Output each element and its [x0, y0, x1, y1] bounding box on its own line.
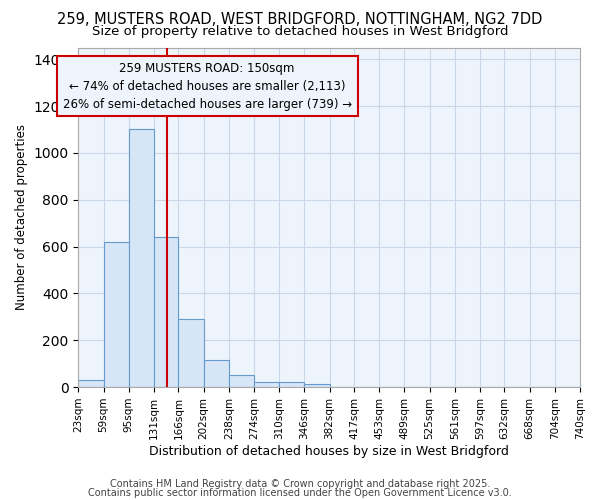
Text: 259, MUSTERS ROAD, WEST BRIDGFORD, NOTTINGHAM, NG2 7DD: 259, MUSTERS ROAD, WEST BRIDGFORD, NOTTI…	[58, 12, 542, 28]
Bar	[304, 384, 329, 387]
Y-axis label: Number of detached properties: Number of detached properties	[15, 124, 28, 310]
X-axis label: Distribution of detached houses by size in West Bridgford: Distribution of detached houses by size …	[149, 444, 509, 458]
Text: 259 MUSTERS ROAD: 150sqm
← 74% of detached houses are smaller (2,113)
26% of sem: 259 MUSTERS ROAD: 150sqm ← 74% of detach…	[62, 62, 352, 110]
Text: Contains HM Land Registry data © Crown copyright and database right 2025.: Contains HM Land Registry data © Crown c…	[110, 479, 490, 489]
Bar	[279, 382, 304, 387]
Bar	[203, 360, 229, 387]
Bar	[178, 319, 203, 387]
Bar	[129, 130, 154, 387]
Text: Size of property relative to detached houses in West Bridgford: Size of property relative to detached ho…	[92, 25, 508, 38]
Bar	[229, 376, 254, 387]
Bar	[154, 237, 178, 387]
Bar	[254, 382, 279, 387]
Bar	[104, 242, 129, 387]
Bar	[79, 380, 104, 387]
Text: Contains public sector information licensed under the Open Government Licence v3: Contains public sector information licen…	[88, 488, 512, 498]
